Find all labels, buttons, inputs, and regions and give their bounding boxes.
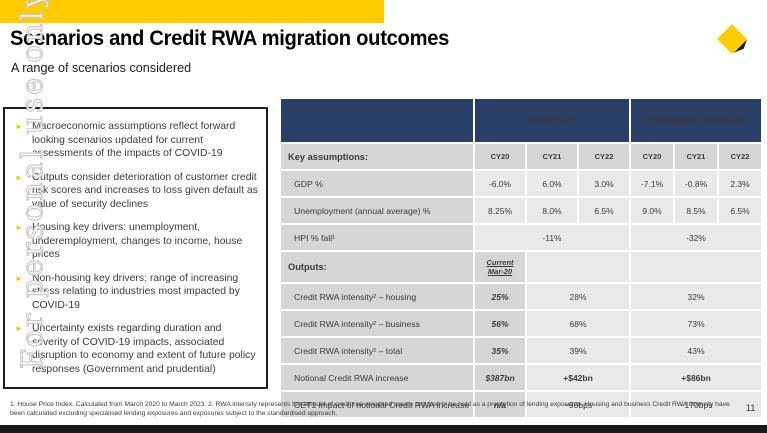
rwa-total-row: Credit RWA intensity² – total 35% 39% 43… [281,338,762,363]
key-assumptions-label: Key assumptions: [281,144,473,169]
bottom-bar [0,425,767,433]
row-label: Unemployment (annual average) % [281,198,473,223]
bullet-text: Non-housing key drivers: range of increa… [32,272,240,311]
prolonged-value: 73% [631,311,762,336]
downturn-header: Downturn [475,99,630,142]
current-value: n/a [475,392,525,417]
unemployment-value: 9.0% [631,198,674,223]
row-label: CET1 impact of notional Credit RWA incre… [281,392,473,417]
prolonged-value: ~170bps [631,392,762,417]
rwa-housing-row: Credit RWA intensity² – housing 25% 28% … [281,284,762,309]
unemployment-value: 8.5% [675,198,718,223]
downturn-value: ~90bps [527,392,630,417]
prolonged-value: 43% [631,338,762,363]
gdp-value: 6.0% [527,171,577,196]
gdp-value: -7.1% [631,171,674,196]
bullet-text: Outputs consider deterioration of custom… [32,171,258,210]
bullet-arrow-icon: ► [15,223,23,232]
row-label: Credit RWA intensity² – housing [281,284,473,309]
gdp-row: GDP % -6.0% 6.0% 3.0% -7.1% -0.8% 2.3% [281,171,762,196]
outputs-label: Outputs: [281,252,473,282]
gdp-value: 2.3% [719,171,762,196]
unemployment-value: 8.25% [475,198,525,223]
current-column-header: Current Mar-20 [475,252,525,282]
unemployment-value: 6.5% [719,198,762,223]
rwa-business-row: Credit RWA intensity² – business 56% 68%… [281,311,762,336]
bullet-arrow-icon: ► [15,122,23,131]
footnote-text: 1. House Price Index. Calculated from Ma… [10,401,730,417]
row-label: Notional Credit RWA increase [281,365,473,390]
bullet-text: Macroeconomic assumptions reflect forwar… [32,121,236,159]
year-columns-row: Key assumptions: CY20 CY21 CY22 CY20 CY2… [281,144,762,169]
row-label: Credit RWA intensity² – total [281,338,473,363]
current-value: $387bn [475,365,525,390]
row-label: HPI % fall¹ [281,225,473,250]
current-value: 56% [475,311,525,336]
list-item: ► Non-housing key drivers: range of incr… [13,272,260,313]
downturn-value: 39% [527,338,630,363]
current-value: 25% [475,284,525,309]
prolonged-value: 32% [631,284,762,309]
hpi-row: HPI % fall¹ -11% -32% [281,225,762,250]
bullet-arrow-icon: ► [15,172,23,182]
hpi-prolonged-value: -32% [631,225,762,250]
bullet-text: Housing key drivers: unemployment, under… [32,222,243,260]
gdp-value: 3.0% [579,171,630,196]
year-col: CY20 [475,144,525,169]
hpi-downturn-value: -11% [475,225,630,250]
unemployment-value: 6.5% [579,198,630,223]
year-col: CY22 [579,144,630,169]
outputs-header-row: Outputs: Current Mar-20 [281,252,762,282]
bullet-text: Uncertainty exists regarding duration an… [32,323,256,375]
list-item: ► Housing key drivers: unemployment, und… [13,221,260,262]
empty-cell [527,252,630,282]
downturn-value: +$42bn [527,365,630,390]
prolonged-downturn-header: Prolonged Downturn [631,99,762,142]
list-item: ► Macroeconomic assumptions reflect forw… [13,120,260,161]
scenario-table: Downturn Prolonged Downturn Key assumpti… [279,97,763,419]
cet1-impact-row: CET1 impact of notional Credit RWA incre… [281,392,762,417]
year-col: CY21 [527,144,577,169]
page-title: Scenarios and Credit RWA migration outco… [10,27,450,50]
commbank-logo-icon [717,24,747,54]
unemployment-value: 8.0% [527,198,577,223]
bullet-arrow-icon: ► [15,273,23,283]
gdp-value: -6.0% [475,171,525,196]
prolonged-value: +$86bn [631,365,762,390]
page-subtitle: A range of scenarios considered [11,60,192,75]
row-label: GDP % [281,171,473,196]
current-value: 35% [475,338,525,363]
year-col: CY22 [719,144,762,169]
top-accent-bar [0,0,384,23]
bullet-arrow-icon: ► [15,324,23,333]
list-item: ► Uncertainty exists regarding duration … [13,322,260,376]
logo-diamond [717,24,747,54]
empty-cell [631,252,762,282]
year-col: CY21 [675,144,718,169]
gdp-value: -0.8% [675,171,718,196]
table-corner-cell [281,99,473,142]
notional-rwa-row: Notional Credit RWA increase $387bn +$42… [281,365,762,390]
list-item: ► Outputs consider deterioration of cust… [13,171,260,212]
row-label: Credit RWA intensity² – business [281,311,473,336]
year-col: CY20 [631,144,674,169]
downturn-value: 28% [527,284,630,309]
downturn-value: 68% [527,311,630,336]
commentary-panel: ► Macroeconomic assumptions reflect forw… [3,107,268,389]
page-number: 11 [746,403,756,413]
table-header-row: Downturn Prolonged Downturn [281,99,762,142]
unemployment-row: Unemployment (annual average) % 8.25% 8.… [281,198,762,223]
